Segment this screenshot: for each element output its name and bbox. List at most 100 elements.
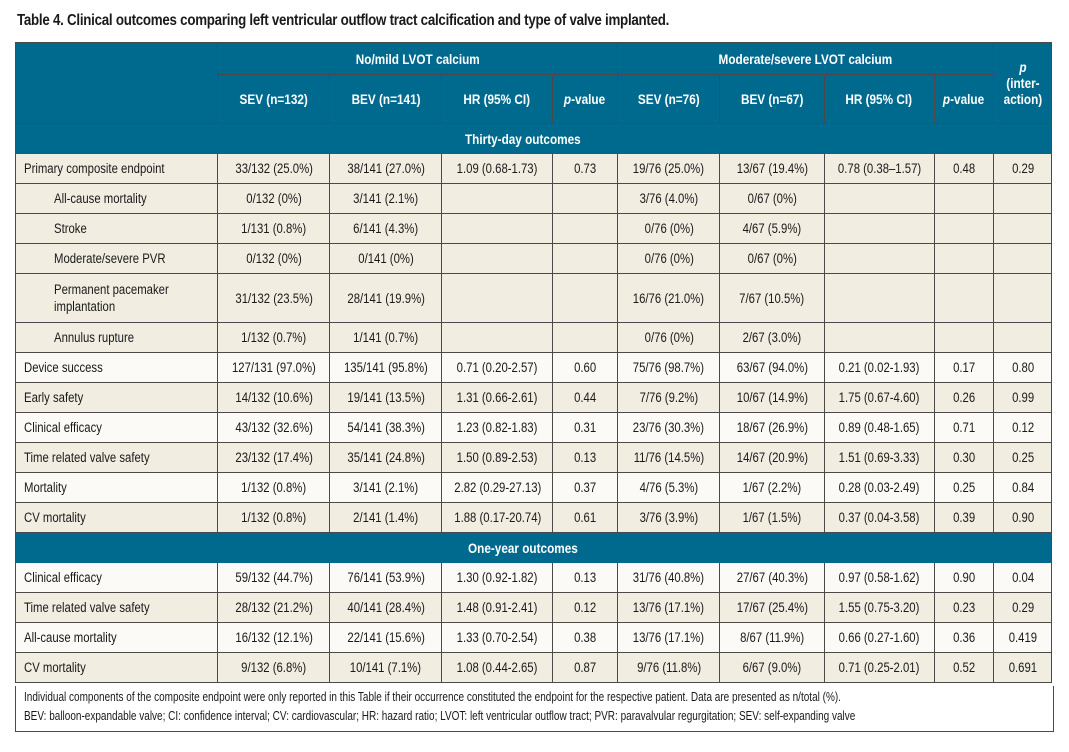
table-cell: 63/67 (94.0%) — [719, 352, 825, 383]
table-cell: 75/76 (98.7%) — [617, 352, 721, 383]
table-cell: 0.90 — [933, 562, 995, 593]
row-label: Stroke — [14, 213, 219, 244]
table-cell: 0.80 — [993, 352, 1052, 383]
footnote-line-2: BEV: balloon-expandable valve; CI: confi… — [24, 709, 856, 723]
table-cell: 1/132 (0.8%) — [217, 472, 331, 503]
table-cell: 0.71 (0.20-2.57) — [441, 352, 553, 383]
table-cell: 0/132 (0%) — [217, 183, 331, 214]
row-label: All-cause mortality — [14, 183, 219, 214]
table-cell: 2.82 (0.29-27.13) — [441, 472, 553, 503]
table-row: Mortality 1/132 (0.8%) 3/141 (2.1%) 2.82 (0… — [14, 472, 1052, 503]
table-cell: 1.09 (0.68-1.73) — [441, 153, 553, 184]
table-cell — [441, 183, 553, 214]
table-cell: 40/141 (28.4%) — [329, 592, 443, 623]
table-cell: 0/76 (0%) — [617, 213, 721, 244]
table-cell — [441, 322, 553, 353]
table-cell: 0.29 — [993, 153, 1052, 184]
table-cell: 13/67 (19.4%) — [719, 153, 825, 184]
table-cell: 0.29 — [993, 592, 1052, 623]
table-cell: 10/141 (7.1%) — [329, 652, 443, 683]
table-cell: 23/132 (17.4%) — [217, 442, 331, 473]
table-cell: 0.52 — [933, 652, 995, 683]
table-cell: 1/141 (0.7%) — [329, 322, 443, 353]
table-cell: 0.61 — [551, 502, 619, 533]
table-cell: 3/76 (4.0%) — [617, 183, 721, 214]
table-cell — [441, 273, 553, 323]
table-cell: 0/76 (0%) — [617, 243, 721, 274]
table-cell: 17/67 (25.4%) — [719, 592, 825, 623]
col-header-hr-modsev: HR (95% CI) — [823, 74, 935, 124]
table-cell — [993, 183, 1052, 214]
row-label: Mortality — [14, 472, 219, 503]
table-cell: 38/141 (27.0%) — [329, 153, 443, 184]
table-cell: 7/76 (9.2%) — [617, 382, 721, 413]
table-cell — [441, 213, 553, 244]
col-header-hr-nomild: HR (95% CI) — [441, 74, 553, 124]
table-row: Early safety 14/132 (10.6%) 19/141 (13.5%)… — [14, 382, 1052, 413]
table-cell: 1/67 (2.2%) — [719, 472, 825, 503]
table-cell: 0.31 — [551, 412, 619, 443]
table-cell: 0.71 — [933, 412, 995, 443]
table-cell: 0.84 — [993, 472, 1052, 503]
table-cell: 0.04 — [993, 562, 1052, 593]
table-cell: 0.13 — [551, 562, 619, 593]
table-cell: 4/76 (5.3%) — [617, 472, 721, 503]
section-header-row: One-year outcomes — [15, 532, 1052, 563]
table-cell: 43/132 (32.6%) — [217, 412, 331, 443]
table-cell: 28/141 (19.9%) — [329, 273, 443, 323]
table-cell: 0.44 — [551, 382, 619, 413]
table-cell: 33/132 (25.0%) — [217, 153, 331, 184]
table-cell: 0.12 — [551, 592, 619, 623]
table-cell: 0/76 (0%) — [617, 322, 721, 353]
table-cell: 31/132 (23.5%) — [217, 273, 331, 323]
row-label: Device success — [14, 352, 219, 383]
table-cell: 1/131 (0.8%) — [217, 213, 331, 244]
clinical-outcomes-table: No/mild LVOT calcium Moderate/severe LVO… — [14, 42, 1052, 683]
table-cell: 2/67 (3.0%) — [719, 322, 825, 353]
table-cell: 28/132 (21.2%) — [217, 592, 331, 623]
table-cell: 1.31 (0.66-2.61) — [441, 382, 553, 413]
table-cell: 2/141 (1.4%) — [329, 502, 443, 533]
row-label: Moderate/severe PVR — [14, 243, 219, 274]
table-cell — [823, 273, 935, 323]
table-row: Time related valve safety 28/132 (21.2%) 4… — [14, 592, 1052, 623]
table-cell: 8/67 (11.9%) — [719, 622, 825, 653]
table-cell: 1.75 (0.67-4.60) — [823, 382, 935, 413]
table-cell: 0.60 — [551, 352, 619, 383]
table-row: CV mortality 1/132 (0.8%) 2/141 (1.4%) 1.88… — [14, 502, 1052, 533]
table-cell: 0.12 — [993, 412, 1052, 443]
table-cell: 1.50 (0.89-2.53) — [441, 442, 553, 473]
table-cell: 0.30 — [933, 442, 995, 473]
table-row: Stroke 1/131 (0.8%) 6/141 (4.3%) 0/76 (0%) 4… — [14, 213, 1052, 244]
row-label: All-cause mortality — [14, 622, 219, 653]
table-cell — [441, 243, 553, 274]
row-label: Time related valve safety — [14, 592, 219, 623]
table-cell: 0/67 (0%) — [719, 183, 825, 214]
row-label: Primary composite endpoint — [14, 153, 219, 184]
table-body: Thirty-day outcomes Primary composite end… — [14, 123, 1052, 683]
table-cell: 7/67 (10.5%) — [719, 273, 825, 323]
table-cell: 1.33 (0.70-2.54) — [441, 622, 553, 653]
table-cell: 19/141 (13.5%) — [329, 382, 443, 413]
table-cell: 0.87 — [551, 652, 619, 683]
table-cell: 4/67 (5.9%) — [719, 213, 825, 244]
table-cell: 0.691 — [993, 652, 1052, 683]
table-cell: 1/67 (1.5%) — [719, 502, 825, 533]
table-cell: 0.37 — [551, 472, 619, 503]
row-label: Clinical efficacy — [14, 412, 219, 443]
table-cell: 0/67 (0%) — [719, 243, 825, 274]
table-cell: 0.39 — [933, 502, 995, 533]
col-header-bev-nomild: BEV (n=141) — [329, 74, 443, 124]
table-cell — [551, 183, 619, 214]
header-corner — [14, 42, 219, 124]
table-footnote: Individual components of the composite e… — [15, 686, 1054, 732]
table-cell: 54/141 (38.3%) — [329, 412, 443, 443]
table-cell: 0.26 — [933, 382, 995, 413]
table-cell: 76/141 (53.9%) — [329, 562, 443, 593]
table-cell: 0.71 (0.25-2.01) — [823, 652, 935, 683]
group-header-no-mild: No/mild LVOT calcium — [217, 42, 619, 75]
table-cell: 19/76 (25.0%) — [617, 153, 721, 184]
table-cell: 0.97 (0.58-1.62) — [823, 562, 935, 593]
table-cell: 9/132 (6.8%) — [217, 652, 331, 683]
table-cell — [993, 243, 1052, 274]
